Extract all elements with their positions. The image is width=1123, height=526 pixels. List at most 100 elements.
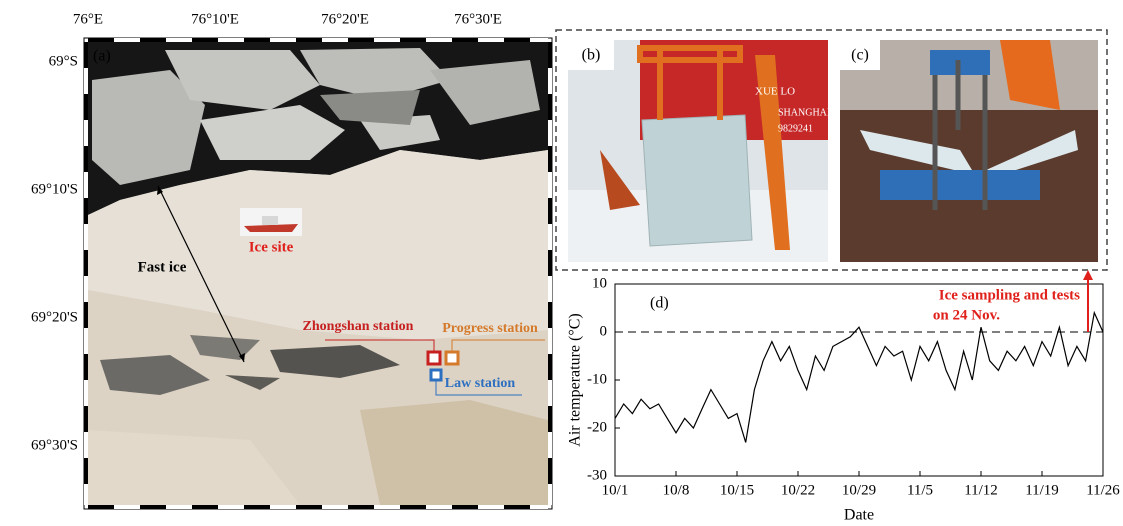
frame-segment — [84, 484, 88, 505]
frame-segment — [530, 38, 548, 42]
y-tick-label: 0 — [600, 323, 608, 339]
ship-text: XUE LO — [755, 86, 795, 98]
frame-segment — [322, 38, 348, 42]
fast-ice-label: Fast ice — [138, 259, 187, 275]
x-tick-label: 10/29 — [842, 482, 876, 498]
frame-segment — [218, 505, 244, 509]
frame-segment — [426, 38, 452, 42]
frame-segment — [84, 224, 88, 250]
frame-segment — [114, 505, 140, 509]
frame-segment — [478, 38, 504, 42]
x-tick-label: 10/22 — [781, 482, 815, 498]
map — [88, 42, 548, 505]
panel-label: (b) — [582, 47, 601, 64]
x-tick-label: 11/12 — [964, 482, 998, 498]
frame-segment — [478, 505, 504, 509]
photo-b: (b) XUE LO SHANGHAI 9829241 — [568, 40, 830, 262]
station-icon — [444, 350, 460, 366]
frame-segment — [548, 354, 552, 380]
frame-segment — [548, 458, 552, 484]
progress-label: Progress station — [442, 321, 538, 336]
frame-segment — [548, 484, 552, 505]
plot-frame — [614, 283, 1104, 477]
station-icon — [426, 350, 442, 366]
frame-segment — [84, 94, 88, 120]
y-tick-label: 10 — [592, 275, 607, 291]
lon-label: 76°30'E — [454, 11, 502, 27]
temperature-line — [614, 310, 1104, 443]
frame-segment — [530, 505, 548, 509]
frame-segment — [84, 432, 88, 458]
frame-segment — [452, 38, 478, 42]
frame-segment — [84, 68, 88, 94]
frame-segment — [192, 505, 218, 509]
lat-label: 69°S — [49, 53, 78, 69]
y-axis-label: Air temperature (°C) — [567, 313, 584, 446]
panel-label: (d) — [650, 295, 669, 312]
frame-segment — [548, 224, 552, 250]
frame-segment — [244, 38, 270, 42]
frame-segment — [348, 38, 374, 42]
frame-segment — [548, 328, 552, 354]
frame-segment — [400, 38, 426, 42]
fast-ice-arrow — [157, 185, 245, 363]
frame-segment — [114, 38, 140, 42]
frame-segment — [166, 505, 192, 509]
frame-segment — [84, 354, 88, 380]
chart: -30 -20 -10 0 10 10/1 10/8 10/15 10/22 10/29 11/5 1… — [567, 270, 1120, 524]
frame-segment — [548, 380, 552, 406]
lon-label: 76°20'E — [321, 11, 369, 27]
station-icon — [429, 368, 443, 382]
frame-segment — [88, 38, 114, 42]
frame-segment — [84, 302, 88, 328]
ship-deck — [262, 216, 278, 225]
leader-line — [435, 380, 522, 396]
x-tick-label: 11/26 — [1086, 482, 1120, 498]
panel-label: (c) — [851, 47, 869, 64]
x-axis-label: Date — [844, 507, 874, 524]
frame-segment — [548, 68, 552, 94]
frame-segment — [348, 505, 374, 509]
frame-segment — [548, 42, 552, 68]
frame-segment — [548, 302, 552, 328]
frame-segment — [426, 505, 452, 509]
lon-label: 76°E — [73, 11, 103, 27]
frame-segment — [84, 120, 88, 146]
frame-segment — [84, 250, 88, 276]
frame-segment — [270, 505, 296, 509]
ship — [244, 224, 298, 232]
frame-segment — [548, 198, 552, 224]
leader-line — [451, 339, 545, 352]
frame-segment — [84, 42, 88, 68]
annotation: Ice sampling and tests — [939, 287, 1080, 303]
frame-segment — [244, 505, 270, 509]
frame-segment — [548, 120, 552, 146]
frame-segment — [296, 505, 322, 509]
photo-box — [555, 29, 1108, 271]
x-tick-label: 11/19 — [1025, 482, 1059, 498]
frame-segment — [270, 38, 296, 42]
leader-line — [325, 339, 435, 352]
frame-segment — [84, 198, 88, 224]
frame-segment — [84, 146, 88, 172]
y-tick-label: -10 — [587, 371, 607, 387]
frame-segment — [374, 38, 400, 42]
frame-segment — [548, 94, 552, 120]
lat-label: 69°20'S — [31, 309, 78, 325]
frame-segment — [548, 276, 552, 302]
zhongshan-label: Zhongshan station — [303, 319, 414, 334]
photo-c: (c) — [840, 40, 1098, 262]
frame-segment — [140, 505, 166, 509]
frame-segment — [218, 38, 244, 42]
frame-segment — [84, 328, 88, 354]
ship-text: SHANGHAI — [778, 107, 830, 118]
lat-label: 69°30'S — [31, 437, 78, 453]
y-tick-label: -20 — [587, 419, 607, 435]
frame-segment — [84, 406, 88, 432]
frame-segment — [400, 505, 426, 509]
frame-segment — [548, 432, 552, 458]
x-tick-label: 10/15 — [720, 482, 754, 498]
frame-segment — [548, 172, 552, 198]
map-frame — [83, 37, 553, 510]
